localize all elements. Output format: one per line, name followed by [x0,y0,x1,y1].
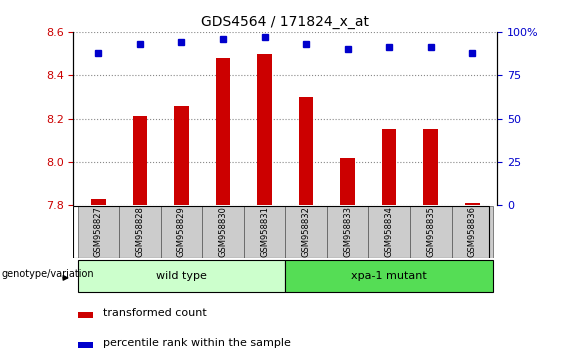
Bar [91,199,106,205]
FancyBboxPatch shape [327,206,368,258]
FancyBboxPatch shape [244,206,285,258]
Text: GSM958834: GSM958834 [385,206,394,257]
FancyBboxPatch shape [202,206,244,258]
Text: xpa-1 mutant: xpa-1 mutant [351,271,427,281]
Bar [340,158,355,205]
Text: GSM958835: GSM958835 [426,206,435,257]
Text: GSM958829: GSM958829 [177,206,186,257]
Text: GSM958831: GSM958831 [260,206,269,257]
Text: GSM958836: GSM958836 [468,206,477,257]
FancyBboxPatch shape [160,206,202,258]
Text: GSM958832: GSM958832 [302,206,311,257]
FancyBboxPatch shape [285,260,493,292]
Text: genotype/variation: genotype/variation [2,269,94,279]
Bar [216,58,231,205]
FancyBboxPatch shape [285,206,327,258]
Bar [257,53,272,205]
Text: GSM958830: GSM958830 [219,206,228,257]
FancyBboxPatch shape [119,206,160,258]
Bar [465,203,480,205]
Bar [174,105,189,205]
Bar [382,130,397,205]
FancyBboxPatch shape [77,206,119,258]
Text: GSM958833: GSM958833 [343,206,352,257]
FancyBboxPatch shape [410,206,451,258]
Title: GDS4564 / 171824_x_at: GDS4564 / 171824_x_at [201,16,370,29]
Text: GSM958827: GSM958827 [94,206,103,257]
Bar [423,130,438,205]
Bar [133,116,147,205]
Text: percentile rank within the sample: percentile rank within the sample [103,338,291,348]
Text: GSM958828: GSM958828 [136,206,145,257]
FancyBboxPatch shape [451,206,493,258]
FancyBboxPatch shape [77,260,285,292]
FancyBboxPatch shape [368,206,410,258]
Text: wild type: wild type [156,271,207,281]
Text: transformed count: transformed count [103,308,207,318]
Bar [299,97,314,205]
Bar [78,312,93,318]
Bar [78,342,93,348]
